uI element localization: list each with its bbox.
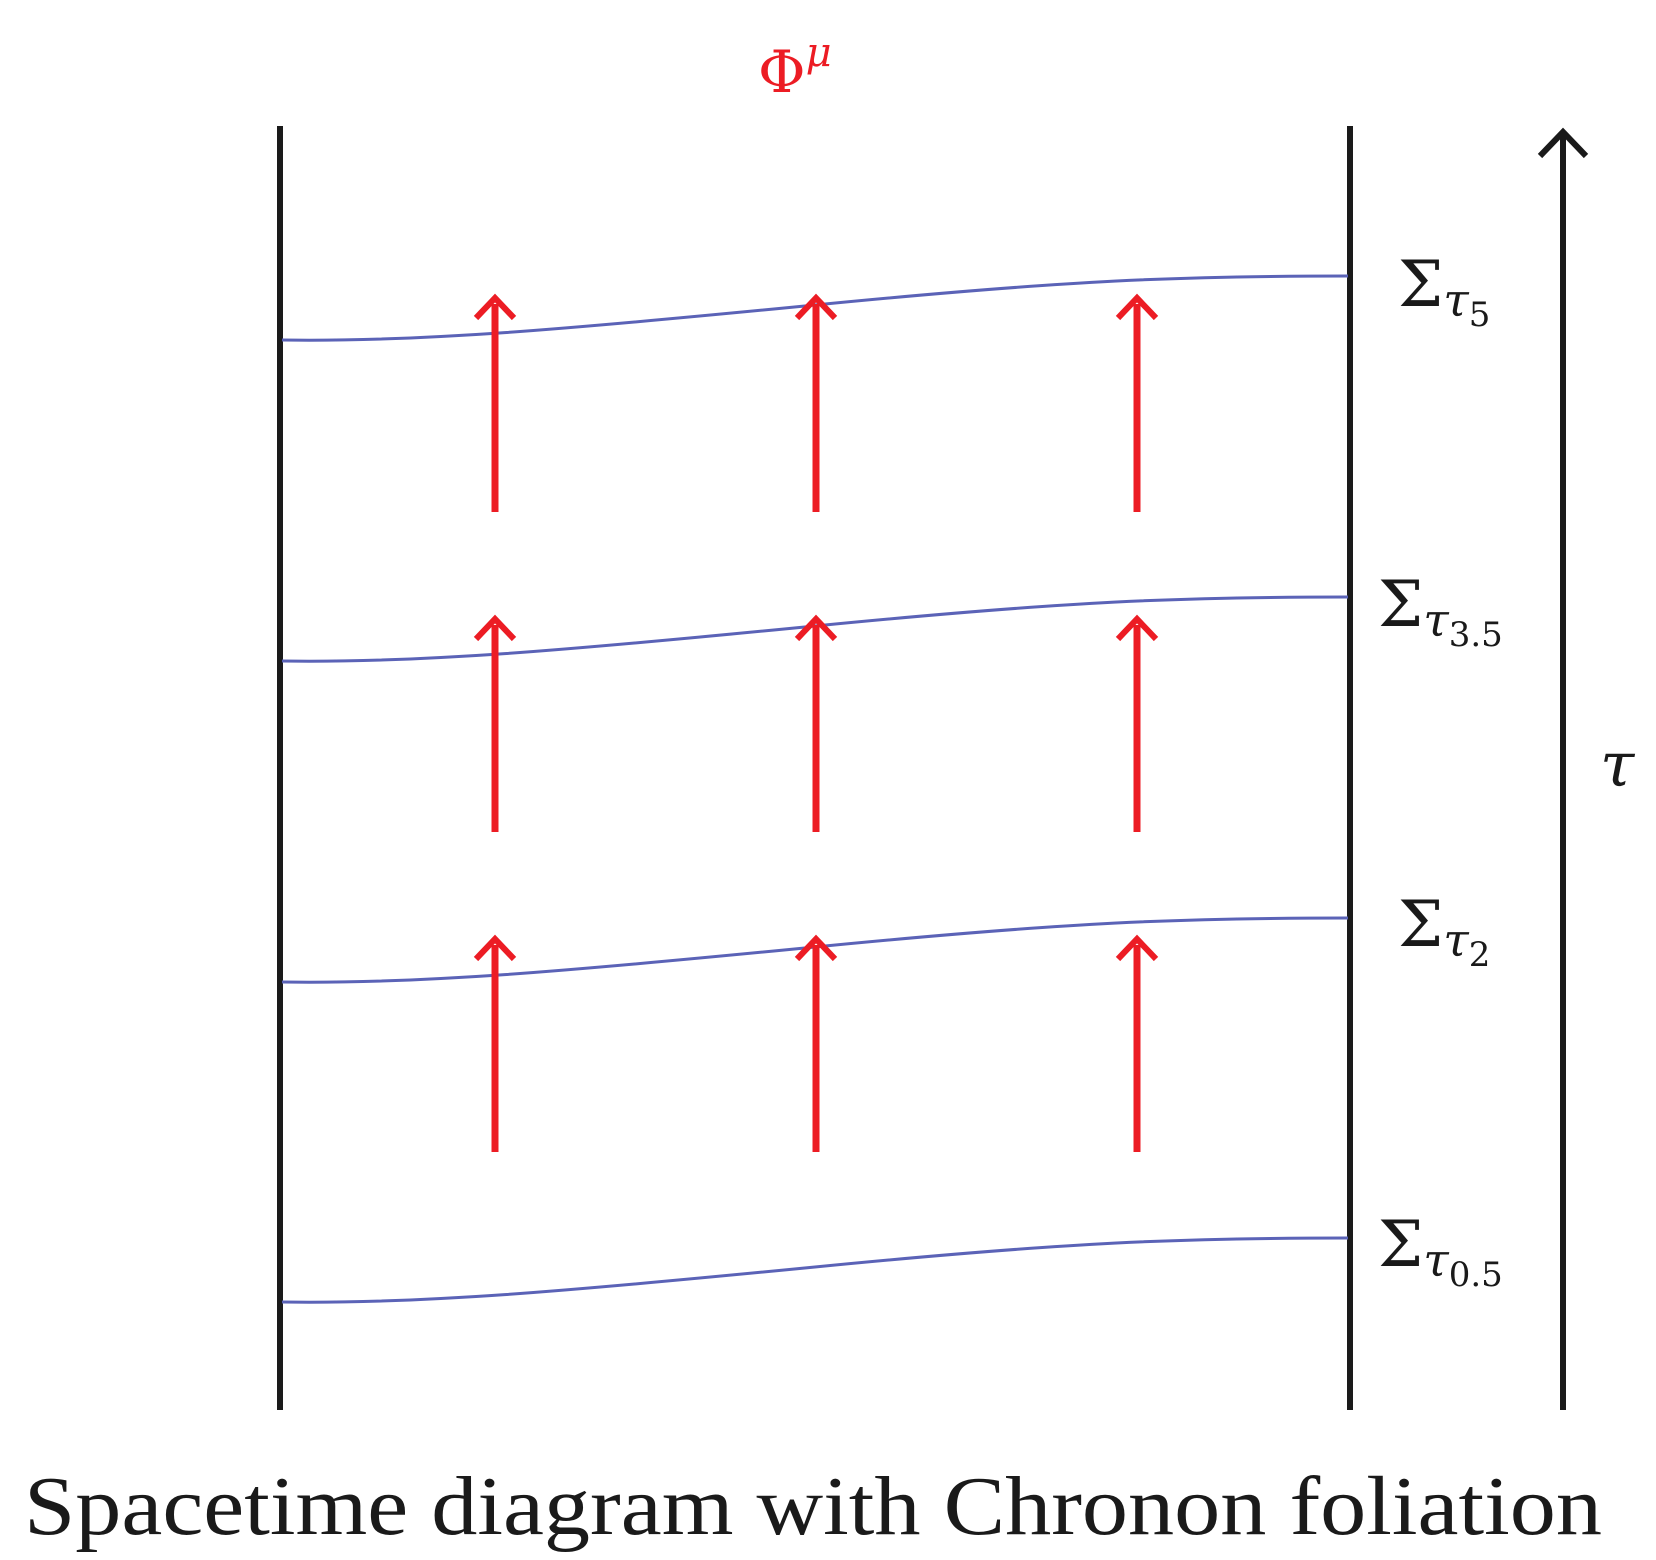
slice-label-sigma: Σ bbox=[1398, 248, 1443, 322]
slice-label-index: 5 bbox=[1469, 295, 1491, 335]
slice-label-tau: τ bbox=[1423, 1233, 1450, 1287]
diagram-caption: Spacetime diagram with Chronon foliation bbox=[24, 1460, 1602, 1553]
slice-label-index: 2 bbox=[1469, 935, 1491, 975]
slice-label-tau3.5: Στ3.5 bbox=[1378, 568, 1503, 655]
field-label-symbol: Φ bbox=[758, 38, 806, 106]
slice-curve-tau0.5 bbox=[281, 1236, 1349, 1304]
vector-arrow bbox=[473, 614, 517, 832]
slice-label-tau: τ bbox=[1443, 273, 1470, 327]
slice-label-sigma: Σ bbox=[1378, 1208, 1423, 1282]
slice-label-index: 3.5 bbox=[1449, 615, 1503, 655]
vector-arrow bbox=[1115, 614, 1159, 832]
time-axis bbox=[1537, 127, 1589, 1410]
slice-label-sigma: Σ bbox=[1378, 568, 1423, 642]
vector-arrow bbox=[794, 934, 838, 1152]
slice-label-tau2: Στ2 bbox=[1398, 888, 1490, 975]
vector-arrow bbox=[473, 293, 517, 512]
slice-label-tau0.5: Στ0.5 bbox=[1378, 1208, 1503, 1295]
slice-label-tau: τ bbox=[1423, 593, 1450, 647]
vector-arrow bbox=[1115, 293, 1159, 512]
vector-arrow bbox=[473, 934, 517, 1152]
slice-label-tau5: Στ5 bbox=[1398, 248, 1490, 335]
arrow-up-icon bbox=[1537, 127, 1589, 159]
vector-field bbox=[473, 293, 1159, 1152]
vector-arrow bbox=[1115, 934, 1159, 1152]
slice-label-tau: τ bbox=[1443, 913, 1470, 967]
slice-label-index: 0.5 bbox=[1449, 1255, 1503, 1295]
time-axis-label: τ bbox=[1600, 728, 1636, 801]
field-label-superscript: μ bbox=[806, 30, 832, 76]
vector-arrow bbox=[794, 293, 838, 512]
vector-arrow bbox=[794, 614, 838, 832]
field-label: Φμ bbox=[758, 30, 832, 106]
slice-label-sigma: Σ bbox=[1398, 888, 1443, 962]
